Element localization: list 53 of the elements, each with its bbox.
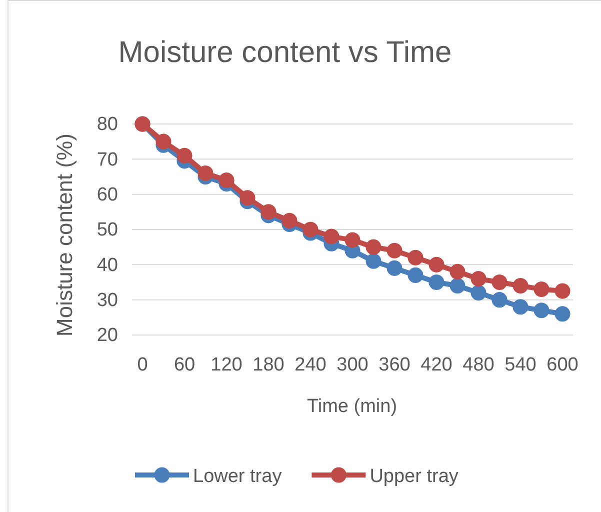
y-axis-title: Moisture content (%)	[52, 134, 77, 336]
point	[428, 256, 444, 272]
point	[450, 264, 466, 280]
x-tick-label: 180	[252, 354, 284, 376]
point	[512, 278, 528, 294]
point	[386, 242, 402, 258]
point	[156, 134, 172, 150]
y-tick-label: 40	[96, 254, 118, 276]
y-tick-label: 50	[96, 220, 118, 241]
point	[408, 250, 424, 266]
x-axis-title: Time (min)	[306, 396, 398, 417]
point	[386, 260, 402, 276]
x-tick-label: 420	[420, 354, 452, 376]
point	[534, 302, 550, 318]
x-tick-label: 360	[378, 354, 410, 376]
point	[282, 212, 298, 228]
point	[366, 239, 382, 255]
y-tick-label: 30	[96, 290, 118, 311]
point	[240, 190, 256, 206]
point	[198, 165, 214, 181]
y-tick-label: 80	[96, 114, 118, 136]
point	[450, 278, 466, 294]
point	[554, 283, 570, 299]
point	[512, 299, 528, 315]
point	[428, 274, 444, 290]
point	[534, 282, 550, 298]
x-tick-label: 120	[210, 354, 242, 376]
legend-label: Upper tray	[370, 466, 459, 487]
x-tick-label: 600	[546, 354, 578, 376]
x-tick-label: 0	[137, 354, 148, 376]
x-tick-label: 540	[504, 354, 536, 376]
point	[260, 204, 276, 220]
point	[492, 274, 508, 290]
point	[302, 222, 318, 238]
point	[554, 306, 570, 322]
y-tick-label: 20	[96, 325, 118, 346]
x-tick-label: 60	[174, 354, 196, 376]
point	[470, 270, 486, 286]
point	[408, 267, 424, 283]
point	[344, 232, 360, 248]
chart-title: Moisture content vs Time	[118, 36, 452, 69]
point	[492, 292, 508, 308]
point	[470, 285, 486, 301]
point	[218, 172, 234, 188]
x-tick-label: 240	[294, 354, 326, 376]
y-tick-label: 70	[96, 149, 118, 170]
legend-label: Lower tray	[193, 466, 282, 487]
x-tick-label: 480	[462, 354, 494, 376]
point	[176, 148, 192, 164]
point	[324, 228, 340, 244]
point	[366, 253, 382, 269]
y-tick-label: 60	[96, 184, 118, 206]
x-tick-label: 300	[336, 354, 368, 376]
